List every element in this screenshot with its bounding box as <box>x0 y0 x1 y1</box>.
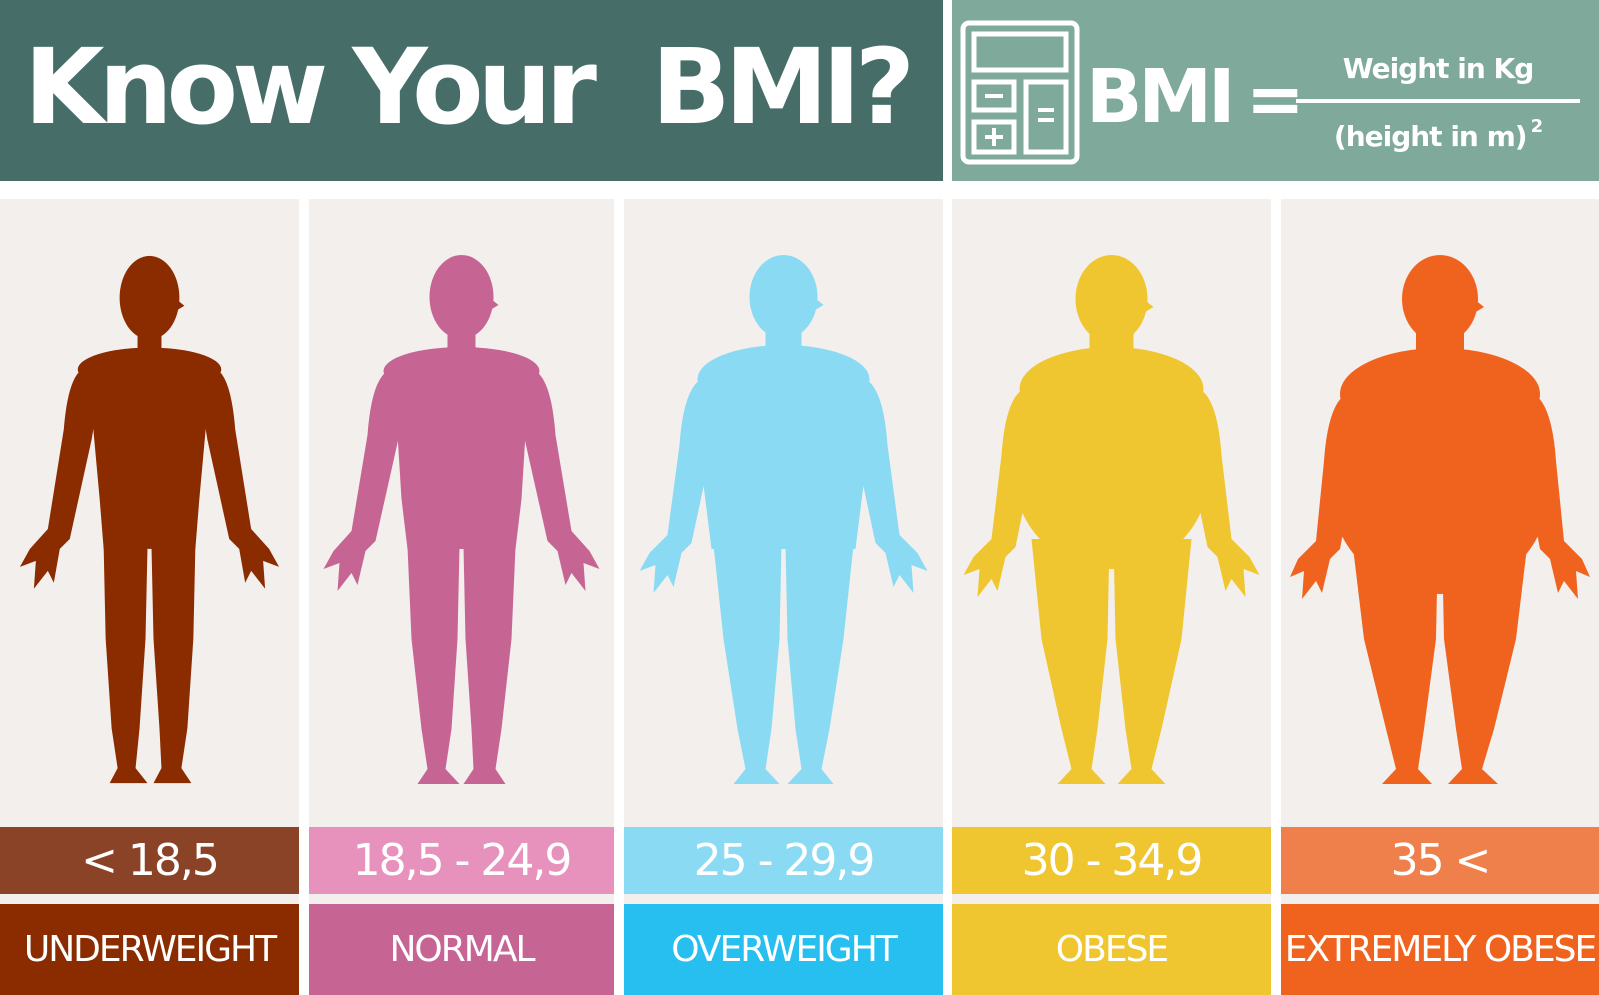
label-box-obese: OBESE <box>952 904 1271 995</box>
range-box-normal: 18,5 - 24,9 <box>309 827 614 894</box>
label-box-overweight: OVERWEIGHT <box>624 904 943 995</box>
category-obese: 30 - 34,9 OBESE <box>952 199 1271 995</box>
page-title: Know Your BMI? <box>24 26 915 148</box>
header-banner: Know Your BMI? <box>0 0 943 181</box>
range-box-overweight: 25 - 29,9 <box>624 827 943 894</box>
category-normal: 18,5 - 24,9 NORMAL <box>309 199 614 995</box>
denominator-text: (height in m) <box>1333 120 1528 153</box>
category-overweight: 25 - 29,9 OVERWEIGHT <box>624 199 943 995</box>
fraction-bar <box>1296 99 1580 103</box>
body-figure-underweight <box>19 255 280 784</box>
formula-denominator: (height in m) 2 <box>1296 116 1580 153</box>
category-extremely-obese: 35 < EXTREMELY OBESE <box>1281 199 1599 995</box>
body-figure-normal <box>323 255 600 784</box>
denominator-exponent: 2 <box>1530 116 1543 137</box>
label-box-underweight: UNDERWEIGHT <box>0 904 299 995</box>
body-figure-overweight <box>639 255 928 784</box>
label-box-extremely-obese: EXTREMELY OBESE <box>1281 904 1599 995</box>
body-figure-extremely-obese <box>1290 255 1590 784</box>
range-box-underweight: < 18,5 <box>0 827 299 894</box>
body-figure-obese <box>963 255 1260 784</box>
formula-numerator: Weight in Kg <box>1342 52 1535 85</box>
calculator-icon <box>960 20 1080 165</box>
range-box-obese: 30 - 34,9 <box>952 827 1271 894</box>
bmi-label: BMI <box>1086 54 1236 140</box>
category-underweight: < 18,5 UNDERWEIGHT <box>0 199 299 995</box>
label-box-normal: NORMAL <box>309 904 614 995</box>
range-box-extremely-obese: 35 < <box>1281 827 1599 894</box>
equals-sign: = <box>1246 58 1305 140</box>
